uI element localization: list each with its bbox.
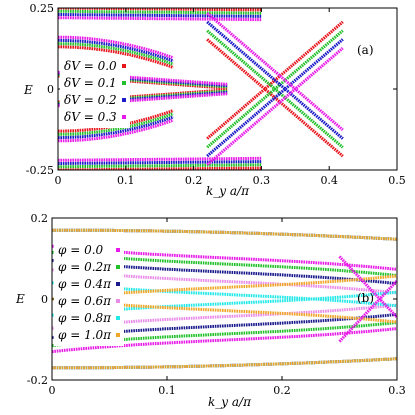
a-series-v-0-2-bottom-band: [58, 160, 262, 165]
a-series-v-0-3-inner-lower: [58, 92, 228, 108]
b-legend-label-0-0: φ = 0.0: [58, 243, 104, 257]
b-legend-marker-0-4: [116, 282, 120, 286]
b-legend-marker-0-6: [116, 299, 120, 303]
a-series-v-0-1-bottom-band: [58, 163, 262, 169]
a-legend-label-v-0-1: δV = 0.1: [64, 76, 117, 90]
panel-a: 0 0.1 0.2 0.3 0.4 0.50.250-0.25 (a) δV = 0.0δ…: [23, 2, 406, 198]
a-series-v-0-1-top-band: [58, 9, 262, 15]
a-legend-marker-v-0-2: [122, 98, 126, 102]
a-series-v-0-3-edge-state-1: [206, 12, 344, 131]
a-series-v-0-1-edge-state-2: [206, 29, 344, 149]
a-series-v-0-2-lower-band: [58, 115, 174, 140]
a-x-tick-label: 0.2: [185, 174, 203, 187]
a-legend-label-v-0-2: δV = 0.2: [64, 93, 117, 107]
a-series-v-0-3-edge-state-2: [206, 47, 344, 166]
x-axis-label-b: k_y a/π: [208, 395, 252, 409]
ticks-b: 0 0.1 0.2 0.30.20-0.2: [27, 212, 406, 397]
legend-b: φ = 0.0 φ = 0.2π φ = 0.4π φ = 0.6π φ = 0.8π φ…: [54, 240, 124, 346]
a-legend-label-v-0-0: δV = 0.0: [64, 59, 117, 73]
a-x-tick-label: 0.1: [117, 174, 135, 187]
b-edge-crossing-1: [338, 279, 397, 343]
b-y-tick-label: 0: [41, 293, 48, 306]
a-series-v-0-3-inner-upper: [58, 70, 228, 86]
b-legend-label-0-2: φ = 0.2π: [58, 260, 112, 274]
b-series-1-0-outer-lower: [52, 357, 397, 370]
b-legend-label-1-0: φ = 1.0π: [58, 328, 112, 342]
b-edge-crossing-2: [338, 255, 397, 319]
y-axis-label-a: E: [23, 83, 33, 97]
a-legend-box: [60, 56, 130, 128]
a-x-tick-label: 0.4: [320, 174, 338, 187]
plot-area-a: [58, 8, 344, 170]
a-y-tick-label: 0: [47, 83, 54, 96]
a-series-v-0-3-lower-band: [58, 118, 174, 143]
a-series-v-0-3-bottom-band: [58, 156, 262, 162]
legend-a: δV = 0.0 δV = 0.1 δV = 0.2 δV = 0.3: [60, 56, 130, 128]
a-series-v-0-3-top-band: [58, 16, 262, 22]
a-legend-marker-v-0-1: [122, 81, 126, 85]
b-legend-label-0-8: φ = 0.8π: [58, 311, 112, 325]
b-y-tick-label: 0.2: [31, 212, 49, 225]
a-series-v-0-1-upper-band: [58, 42, 174, 66]
b-x-tick-label: 0.3: [388, 384, 406, 397]
b-legend-box: [54, 240, 124, 346]
b-legend-label-0-6: φ = 0.6π: [58, 294, 112, 308]
x-axis-label-a: k_y a/π: [206, 184, 250, 198]
a-legend-marker-v-0-3: [122, 115, 126, 119]
panel-label-a: (a): [357, 43, 374, 57]
a-legend-marker-v-0-0: [122, 64, 126, 68]
b-legend-marker-0-2: [116, 265, 120, 269]
b-x-tick-label: 0.1: [158, 384, 176, 397]
a-series-v-0-2-edge-state-1: [206, 20, 344, 140]
b-y-tick-label: -0.2: [27, 374, 48, 387]
b-series-1-0-outer-upper: [52, 228, 397, 241]
a-x-tick-label: 0.3: [253, 174, 271, 187]
a-legend-label-v-0-3: δV = 0.3: [64, 110, 117, 124]
a-x-tick-label: 0.5: [388, 174, 406, 187]
a-series-v-0-2-upper-band: [58, 38, 174, 63]
b-x-tick-label: 0.2: [273, 384, 291, 397]
a-series-v-0-2-edge-state-2: [206, 38, 344, 158]
b-legend-label-0-4: φ = 0.4π: [58, 277, 112, 291]
a-x-tick-label: 0: [55, 174, 62, 187]
a-series-v-0-0-upper-band: [58, 45, 174, 69]
a-y-tick-label: 0.25: [30, 2, 55, 15]
y-axis-label-b: E: [15, 292, 25, 306]
a-y-tick-label: -0.25: [26, 164, 54, 177]
a-series-v-0-2-top-band: [58, 13, 262, 18]
panel-label-b: (b): [357, 291, 374, 305]
a-series-v-0-1-lower-band: [58, 112, 174, 136]
b-x-tick-label: 0: [49, 384, 56, 397]
ticks-a: 0 0.1 0.2 0.3 0.4 0.50.250-0.25: [26, 2, 406, 187]
a-series-v-0-3-upper-band: [58, 35, 174, 60]
b-legend-marker-0-8: [116, 316, 120, 320]
b-legend-marker-1-0: [116, 333, 120, 337]
b-series-0-0-lower: [52, 327, 397, 354]
panel-b: 0 0.1 0.2 0.30.20-0.2 (b) φ = 0.0φ = 0.2πφ …: [15, 212, 406, 409]
b-legend-marker-0-0: [116, 248, 120, 252]
